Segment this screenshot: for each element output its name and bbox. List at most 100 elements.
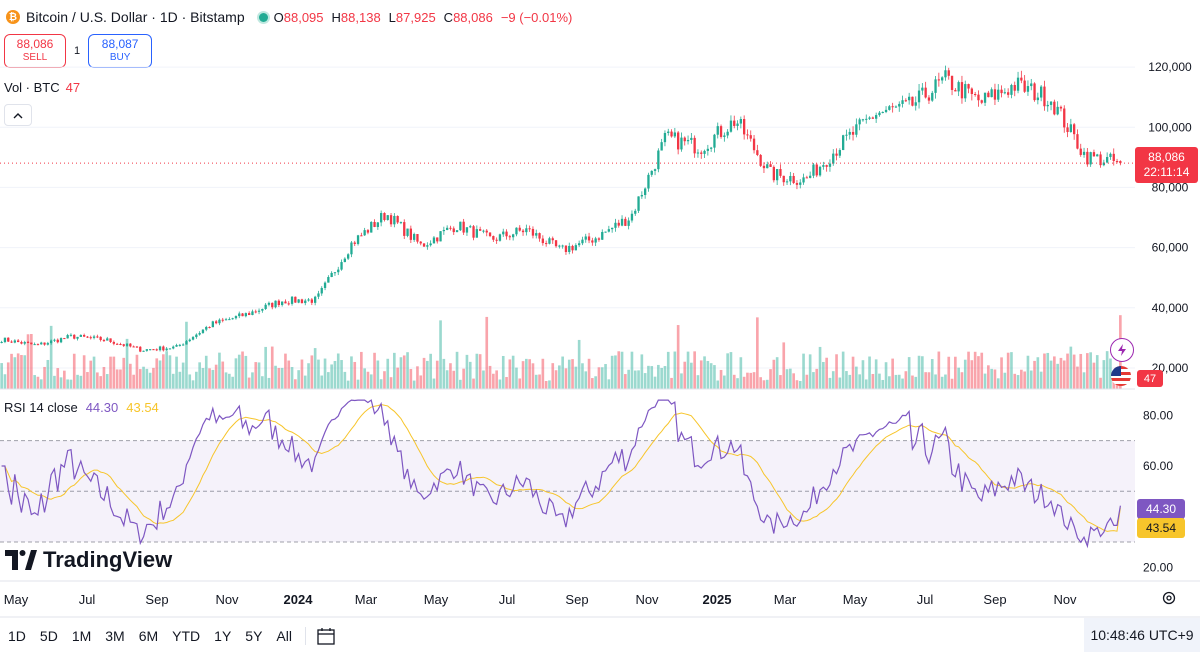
price-tick-label: 60,000 [1152, 241, 1189, 255]
volume-bar [1023, 371, 1026, 389]
candle-body [475, 229, 479, 238]
sell-price: 88,086 [16, 37, 54, 51]
time-tick-label: Mar [355, 592, 378, 607]
candle-body [944, 70, 947, 78]
bitcoin-icon: ₿ [6, 10, 20, 24]
candle-body [1115, 161, 1119, 163]
rsi-legend[interactable]: RSI 14 close 44.30 43.54 [4, 400, 159, 415]
timezone-clock[interactable]: 10:48:46 UTC+9 [1084, 618, 1200, 652]
candle-body [733, 120, 736, 126]
time-tick-label: Nov [635, 592, 659, 607]
candle-body [172, 346, 175, 349]
candle-body [736, 123, 739, 126]
candle-body [191, 337, 195, 340]
volume-bar [152, 367, 155, 389]
us-flag-icon[interactable] [1111, 366, 1131, 386]
range-button-5d[interactable]: 5D [39, 628, 58, 644]
rsi-ma-axis-tag: 43.54 [1137, 518, 1185, 538]
candle-body [122, 344, 125, 346]
volume-bar [650, 366, 654, 389]
time-tick-label: Mar [774, 592, 797, 607]
candle-body [954, 89, 957, 92]
candle-body [469, 226, 472, 228]
volume-bar [445, 370, 449, 389]
candle-body [396, 215, 399, 223]
tradingview-logo[interactable]: TradingView [5, 547, 172, 573]
volume-bar [501, 355, 505, 389]
lightning-icon[interactable] [1110, 338, 1134, 362]
gear-icon[interactable] [1161, 590, 1177, 606]
candle-body [970, 88, 974, 94]
volume-bar [284, 353, 287, 389]
volume-bar [858, 374, 861, 389]
candle-body [313, 296, 317, 303]
candle-body [802, 177, 805, 183]
candle-body [894, 106, 898, 108]
volume-bar [386, 358, 390, 389]
volume-bar [937, 351, 941, 389]
candle-body [729, 120, 733, 132]
candle-body [238, 313, 241, 317]
candle-body [393, 215, 396, 225]
range-button-1d[interactable]: 1D [8, 628, 26, 644]
range-button-ytd[interactable]: YTD [172, 628, 201, 644]
volume-bar [459, 379, 462, 389]
volume-bar [627, 369, 630, 389]
range-button-1y[interactable]: 1Y [214, 628, 232, 644]
volume-bar [739, 357, 743, 389]
tradingview-logo-icon [5, 550, 37, 570]
volume-bar [488, 365, 492, 389]
volume-bar [531, 363, 535, 389]
range-button-3m[interactable]: 3M [105, 628, 125, 644]
volume-legend[interactable]: Vol · BTC 47 [4, 80, 80, 95]
volume-bar [977, 356, 980, 389]
candle-body [3, 337, 7, 343]
volume-bar [815, 368, 819, 389]
volume-bar [416, 366, 419, 389]
candle-body [772, 166, 776, 181]
candle-body [620, 218, 624, 226]
volume-bar [356, 379, 360, 389]
candle-body [551, 238, 554, 241]
range-button-5y[interactable]: 5Y [245, 628, 263, 644]
volume-bar [660, 367, 663, 389]
volume-bar [294, 379, 297, 389]
volume-bar [657, 364, 660, 389]
volume-bar [1105, 351, 1109, 389]
candle-body [597, 238, 601, 240]
chevron-up-icon [13, 112, 23, 118]
candle-body [571, 245, 574, 251]
candle-body [898, 103, 901, 107]
volume-bar [818, 346, 822, 389]
candle-body [845, 134, 848, 136]
candle-body [33, 344, 36, 346]
volume-bar [178, 371, 182, 389]
range-button-all[interactable]: All [276, 628, 292, 644]
candle-body [30, 342, 33, 345]
candle-body [591, 240, 594, 243]
volume-bar [693, 351, 696, 389]
volume-bar [132, 374, 135, 389]
volume-bar [802, 353, 805, 389]
candle-body [640, 195, 644, 197]
price-tick-label: 120,000 [1148, 60, 1192, 74]
volume-bar [775, 357, 779, 389]
symbol-title[interactable]: Bitcoin / U.S. Dollar · 1D · Bitstamp [26, 9, 245, 25]
candle-body [1006, 92, 1010, 95]
candle-body [132, 346, 135, 348]
candle-body [23, 342, 26, 344]
volume-bar [653, 376, 657, 389]
volume-bar [396, 367, 399, 389]
range-button-1m[interactable]: 1M [71, 628, 92, 644]
candle-body [277, 300, 281, 306]
rsi-axis-labels: 80.00 60.00 20.00 [1143, 408, 1173, 574]
volume-bar [472, 378, 475, 389]
range-button-6m[interactable]: 6M [138, 628, 159, 644]
volume-bar [759, 377, 762, 389]
candle-body [267, 302, 271, 305]
candle-body [1092, 152, 1096, 157]
calendar-icon[interactable] [316, 626, 336, 646]
collapse-legend-button[interactable] [4, 104, 32, 126]
volume-bar [1016, 375, 1020, 389]
